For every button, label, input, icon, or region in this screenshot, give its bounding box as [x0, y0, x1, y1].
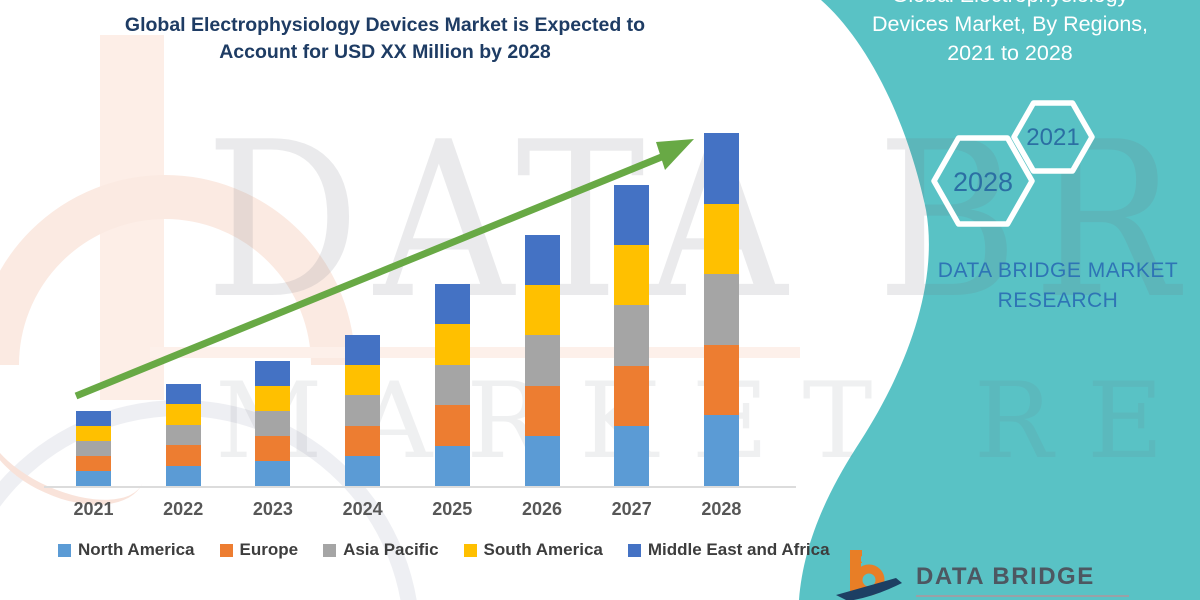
bar-segment-2028-north-america	[703, 415, 739, 486]
bar-segment-2021-north-america	[76, 471, 111, 486]
bar-segment-2024-asia-pacific	[345, 395, 381, 426]
legend-swatch-icon	[627, 543, 641, 557]
bar-segment-2026-europe	[524, 385, 560, 436]
legend-item-north-america: North America	[58, 540, 195, 560]
bar-2022	[165, 384, 201, 486]
bar-segment-2023-asia-pacific	[255, 411, 291, 436]
side-panel-shape	[799, 0, 1200, 600]
x-axis-label-2028: 2028	[701, 499, 742, 519]
bar-segment-2022-north-america	[165, 465, 201, 486]
x-axis-label-2027: 2027	[611, 499, 652, 519]
x-axis-label-2026: 2026	[521, 499, 563, 519]
panel-heading-line2: 2021 to 2028	[947, 41, 1073, 65]
bar-2027	[614, 185, 650, 486]
databridge-logo-icon	[836, 550, 902, 600]
bar-segment-2024-middle-east-and-africa	[345, 335, 381, 366]
panel-heading: Global Electrophysiology Devices Market,…	[820, 0, 1200, 68]
bar-segment-2026-north-america	[524, 435, 560, 486]
bar-segment-2021-south-america	[76, 426, 111, 441]
bar-2025	[434, 284, 470, 486]
bar-segment-2025-europe	[434, 405, 470, 446]
bar-segment-2022-south-america	[165, 404, 201, 425]
bar-segment-2021-asia-pacific	[76, 441, 111, 456]
bar-segment-2027-north-america	[614, 425, 650, 486]
panel-brand-line2: RESEARCH	[997, 289, 1119, 312]
legend-swatch-icon	[219, 543, 233, 557]
bar-segment-2027-europe	[614, 365, 650, 426]
bar-2024	[345, 335, 381, 486]
bar-segment-2028-south-america	[703, 203, 739, 275]
legend-label: North America	[78, 540, 195, 559]
bar-segment-2027-middle-east-and-africa	[614, 185, 650, 246]
bar-segment-2028-asia-pacific	[703, 274, 739, 345]
panel-brand-text: DATA BRIDGE MARKET RESEARCH	[880, 256, 1200, 316]
bar-segment-2022-middle-east-and-africa	[165, 384, 201, 405]
x-axis-label-2023: 2023	[252, 499, 293, 519]
bar-2023	[255, 361, 291, 486]
bar-segment-2024-north-america	[345, 455, 381, 486]
x-axis-label-2021: 2021	[73, 499, 114, 519]
bar-2028	[703, 133, 739, 486]
panel-brand-line1: DATA BRIDGE MARKET	[937, 259, 1179, 282]
legend-label: South America	[483, 540, 603, 559]
bar-segment-2027-south-america	[614, 245, 650, 306]
legend-swatch-icon	[58, 543, 71, 557]
bar-segment-2023-middle-east-and-africa	[255, 361, 291, 386]
panel-heading-clipped-line: Global Electrophysiology	[820, 0, 1200, 10]
footer-logo: DATA BRIDGE MARKET RESEARCH	[836, 549, 1129, 600]
panel-heading-line1: Devices Market, By Regions,	[871, 12, 1148, 36]
legend-swatch-icon	[323, 543, 337, 557]
bar-segment-2025-north-america	[434, 445, 470, 486]
legend-label: Middle East and Africa	[647, 540, 830, 559]
legend-swatch-icon	[463, 543, 477, 557]
bar-segment-2025-south-america	[434, 324, 470, 365]
bar-segment-2026-asia-pacific	[524, 335, 560, 386]
x-axis-label-2024: 2024	[342, 499, 383, 519]
bar-segment-2026-middle-east-and-africa	[524, 235, 560, 286]
footer-brand-text: DATA BRIDGE	[916, 563, 1129, 597]
chart-title-line2: Account for USD XX Million by 2028	[219, 41, 551, 63]
legend-item-middle-east-and-africa: Middle East and Africa	[627, 540, 830, 560]
bar-2026	[524, 235, 560, 486]
bar-segment-2025-middle-east-and-africa	[434, 284, 470, 325]
bar-segment-2023-europe	[255, 436, 291, 461]
bar-segment-2021-europe	[76, 456, 111, 471]
legend-label: Europe	[239, 540, 299, 559]
bar-segment-2023-north-america	[255, 461, 291, 486]
chart-legend: North America Europe Asia Pacific South Ame…	[58, 540, 830, 560]
bar-segment-2027-asia-pacific	[614, 305, 650, 366]
legend-item-south-america: South America	[463, 540, 603, 560]
bar-2021	[76, 411, 111, 486]
bar-segment-2021-middle-east-and-africa	[76, 411, 111, 426]
bar-segment-2026-south-america	[524, 285, 560, 336]
x-axis-label-2025: 2025	[432, 499, 473, 519]
hexagon-2021-label: 2021	[1026, 124, 1080, 151]
chart-title-line1: Global Electrophysiology Devices Market …	[124, 14, 646, 36]
bar-segment-2024-europe	[345, 425, 381, 456]
bar-segment-2023-south-america	[255, 386, 291, 411]
bar-segment-2025-asia-pacific	[434, 364, 470, 406]
bar-segment-2028-europe	[703, 344, 739, 416]
bar-segment-2024-south-america	[345, 365, 381, 396]
legend-item-asia-pacific: Asia Pacific	[323, 540, 439, 560]
x-axis-line	[44, 486, 796, 488]
legend-item-europe: Europe	[219, 540, 299, 560]
bar-segment-2022-europe	[165, 445, 201, 466]
bar-segment-2022-asia-pacific	[165, 424, 201, 446]
legend-label: Asia Pacific	[343, 540, 439, 559]
x-axis-label-2022: 2022	[163, 499, 204, 519]
chart-title: Global Electrophysiology Devices Market …	[40, 12, 730, 66]
hexagon-2028-label: 2028	[952, 167, 1014, 197]
bar-segment-2028-middle-east-and-africa	[703, 133, 739, 204]
